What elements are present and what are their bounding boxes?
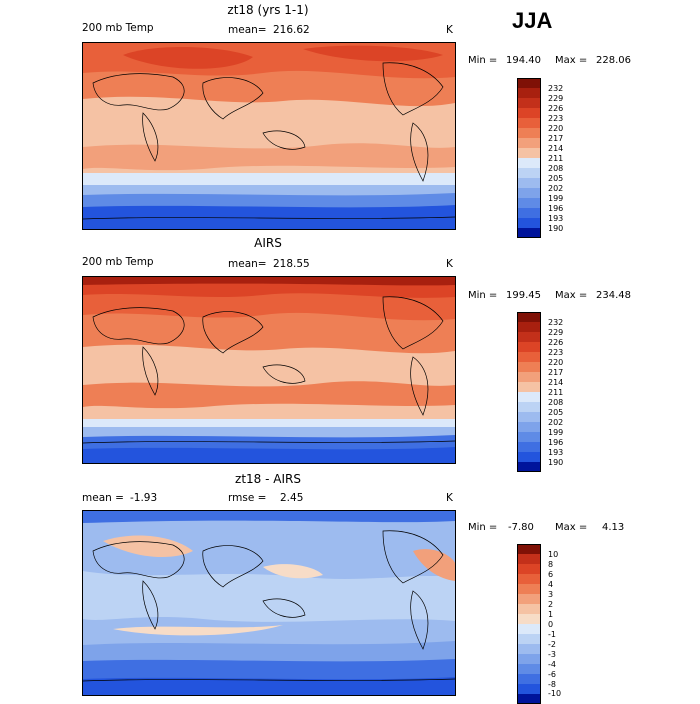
panel3-mean-label: mean = (82, 492, 124, 504)
panel3-band-tropics (83, 571, 455, 622)
panel3-cb-label: 2 (548, 600, 554, 609)
panel3-cb-label: 6 (548, 570, 554, 579)
panel3-band-sh-neg3 (83, 677, 455, 695)
panel2-cb-label: 229 (548, 328, 564, 337)
panel2-map (82, 276, 456, 464)
panel1-unit: K (446, 24, 453, 36)
panel2-title: AIRS (254, 236, 282, 250)
panel2-cb-label: 217 (548, 368, 564, 377)
panel3-title: zt18 - AIRS (235, 472, 301, 486)
panel1-field-label: 200 mb Temp (82, 22, 154, 34)
panel2-band-nh-max (83, 277, 455, 286)
panel2-mean-label: mean= (228, 258, 267, 270)
panel2-max-label: Max = (555, 290, 588, 301)
panel3-unit: K (446, 492, 453, 504)
panel1-cb-label: 196 (548, 204, 564, 213)
panel1-cb-label: 199 (548, 194, 564, 203)
panel3-coastlines (83, 530, 455, 682)
panel3-min-value: -7.80 (508, 522, 534, 533)
panel3-cb-label: -10 (548, 689, 562, 698)
panel1-band-asia-max (123, 46, 253, 69)
panel1-min-label: Min = (468, 55, 498, 66)
panel1-cb-label: 217 (548, 134, 564, 143)
season-label: JJA (512, 8, 553, 33)
panel2-unit: K (446, 258, 453, 270)
panel2-cb-label: 199 (548, 428, 564, 437)
panel1-map-svg (83, 43, 455, 229)
panel1-cb-label: 232 (548, 84, 564, 93)
panel1-cb-label: 193 (548, 214, 564, 223)
panel2-cb-label: 211 (548, 388, 564, 397)
panel3-cb-label: 10 (548, 550, 559, 559)
panel3-band-asia-pos (103, 535, 193, 557)
panel3-cb-label: 3 (548, 590, 554, 599)
panel3-cb-label: -4 (548, 660, 556, 669)
panel1-cb-label: 202 (548, 184, 564, 193)
panel2-cb-label: 220 (548, 358, 564, 367)
panel1-band-sh-coldest (83, 205, 455, 229)
panel2-cb-label: 202 (548, 418, 564, 427)
panel2-cb-label: 226 (548, 338, 564, 347)
panel2-coastlines (83, 296, 455, 444)
panel1-max-label: Max = (555, 55, 588, 66)
panel3-cb-label: 8 (548, 560, 554, 569)
panel1-colorbar (517, 78, 541, 238)
panel2-band-sh-mid (83, 381, 455, 409)
panel2-cb-label: 205 (548, 408, 564, 417)
panel3-band-arctic (83, 511, 455, 523)
panel2-mean-value: 218.55 (273, 258, 310, 270)
panel3-cb-label: 4 (548, 580, 554, 589)
panel1-max-value: 228.06 (596, 55, 631, 66)
panel3-cb-label: -3 (548, 650, 556, 659)
panel1-cb-label: 226 (548, 104, 564, 113)
panel3-band-mid-pos (263, 564, 323, 579)
panel3-rmse-label: rmse = (228, 492, 267, 504)
panel1-title: zt18 (yrs 1-1) (227, 3, 309, 17)
panel2-cb-label: 214 (548, 378, 564, 387)
panel3-colorbar (517, 544, 541, 704)
panel2-cb-label: 208 (548, 398, 564, 407)
panel3-cb-label: 1 (548, 610, 554, 619)
panel1-cb-label: 211 (548, 154, 564, 163)
panel2-cb-label: 196 (548, 438, 564, 447)
panel2-cb-label: 190 (548, 458, 564, 467)
panel1-cb-label: 229 (548, 94, 564, 103)
panel3-cb-label: -6 (548, 670, 556, 679)
panel3-max-label: Max = (555, 522, 588, 533)
panel2-min-value: 199.45 (506, 290, 541, 301)
panel1-cb-label: 223 (548, 114, 564, 123)
panel1-cb-label: 205 (548, 174, 564, 183)
panel1-band-pacific-max (303, 45, 443, 62)
panel2-cb-label: 193 (548, 448, 564, 457)
panel1-map (82, 42, 456, 230)
panel3-min-label: Min = (468, 522, 498, 533)
panel3-cb-label: -8 (548, 680, 556, 689)
panel3-map (82, 510, 456, 696)
panel2-band-sh-coldest (83, 447, 455, 463)
panel1-min-value: 194.40 (506, 55, 541, 66)
panel3-cb-label: -2 (548, 640, 556, 649)
panel3-rmse-value: 2.45 (280, 492, 304, 504)
panel2-max-value: 234.48 (596, 290, 631, 301)
panel3-mean-value: -1.93 (130, 492, 158, 504)
panel3-cb-label: 0 (548, 620, 554, 629)
panel3-map-svg (83, 511, 455, 695)
panel2-field-label: 200 mb Temp (82, 256, 154, 268)
panel2-min-label: Min = (468, 290, 498, 301)
panel1-cb-label: 208 (548, 164, 564, 173)
panel2-cb-label: 232 (548, 318, 564, 327)
panel2-map-svg (83, 277, 455, 463)
panel2-cb-label: 223 (548, 348, 564, 357)
panel1-mean-label: mean= (228, 24, 267, 36)
panel1-cb-label: 190 (548, 224, 564, 233)
panel1-cb-label: 220 (548, 124, 564, 133)
panel3-cb-label: -1 (548, 630, 556, 639)
panel1-coastlines (83, 62, 455, 220)
panel2-colorbar (517, 312, 541, 472)
panel1-cb-label: 214 (548, 144, 564, 153)
panel3-max-value: 4.13 (602, 522, 625, 533)
panel1-band-sh-mid (83, 143, 455, 171)
panel1-mean-value: 216.62 (273, 24, 310, 36)
